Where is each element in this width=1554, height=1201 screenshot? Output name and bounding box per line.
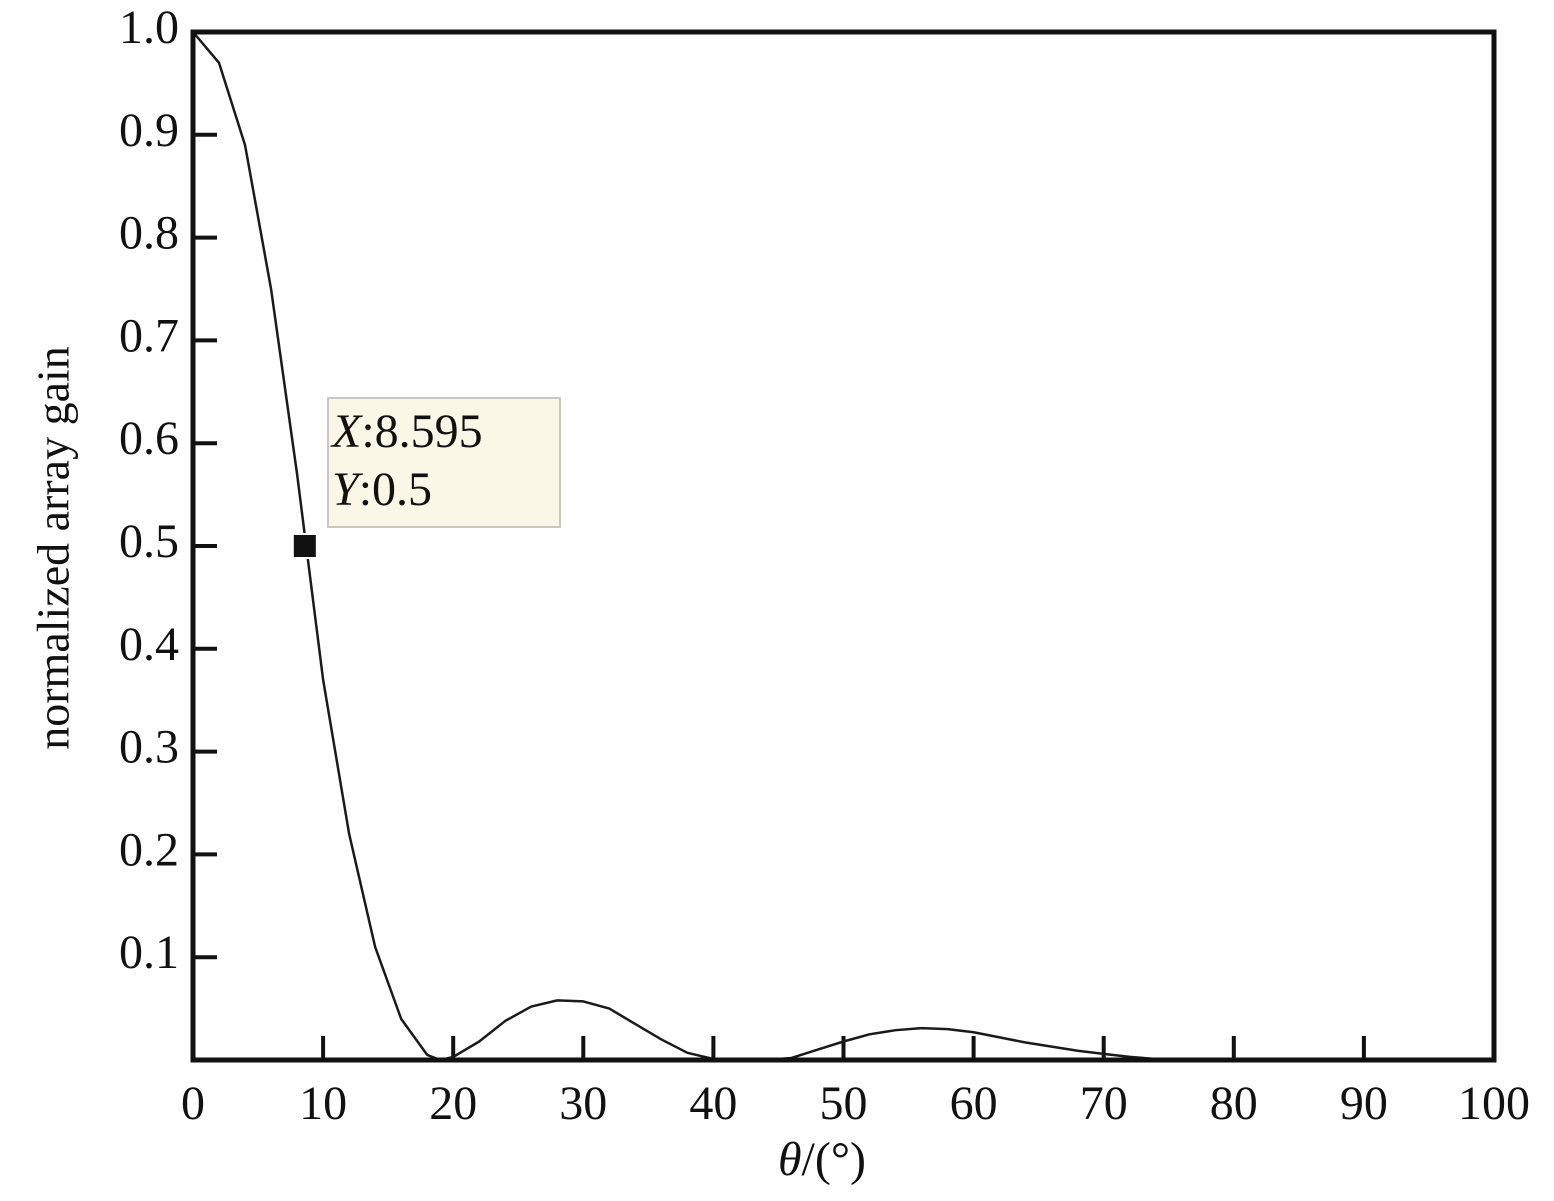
y-axis-label: normalized array gain xyxy=(28,346,79,750)
data-tip-y: Y:0.5 xyxy=(332,463,432,516)
x-tick-label: 0 xyxy=(181,1077,205,1130)
x-tick-label: 70 xyxy=(1080,1077,1128,1130)
data-tip-marker xyxy=(291,533,318,559)
x-tick-label: 10 xyxy=(299,1077,347,1130)
y-tick-label: 0.2 xyxy=(119,823,179,876)
x-label-symbol: θ xyxy=(778,1133,802,1186)
x-tick-label: 20 xyxy=(429,1077,477,1130)
data-tip-y-name: Y xyxy=(332,463,363,516)
data-tip-x-value: 8.595 xyxy=(375,405,483,458)
data-tip-box xyxy=(327,397,561,528)
plot-frame xyxy=(190,29,1497,1063)
data-tip-x-name: X xyxy=(330,405,363,458)
x-label-unit: /(°) xyxy=(802,1133,867,1186)
x-axis-label: θ/(°) xyxy=(778,1133,866,1186)
x-tick-label: 40 xyxy=(689,1077,737,1130)
data-tip-y-value: 0.5 xyxy=(372,463,432,516)
y-tick-label: 0.5 xyxy=(119,515,179,568)
y-tick-label: 0.1 xyxy=(119,926,179,979)
data-tip-separator: : xyxy=(361,405,374,458)
x-tick-label: 50 xyxy=(820,1077,868,1130)
y-tick-label: 0.7 xyxy=(119,309,179,362)
y-tick-label: 0.8 xyxy=(119,207,179,260)
data-line xyxy=(192,31,1494,1062)
y-tick-label: 0.6 xyxy=(119,412,179,465)
x-tick-label: 60 xyxy=(950,1077,998,1130)
data-tip-x: X:8.595 xyxy=(330,405,483,458)
x-tick-label: 90 xyxy=(1340,1077,1388,1130)
y-tick-label: 1.0 xyxy=(119,1,179,54)
y-tick-label: 0.4 xyxy=(119,618,179,671)
y-tick-label: 0.3 xyxy=(119,721,179,774)
data-tip-separator: : xyxy=(359,463,372,516)
y-tick-label: 0.9 xyxy=(119,104,179,157)
x-tick-label: 30 xyxy=(559,1077,607,1130)
x-tick-label: 100 xyxy=(1458,1077,1530,1130)
x-tick-label: 80 xyxy=(1210,1077,1258,1130)
